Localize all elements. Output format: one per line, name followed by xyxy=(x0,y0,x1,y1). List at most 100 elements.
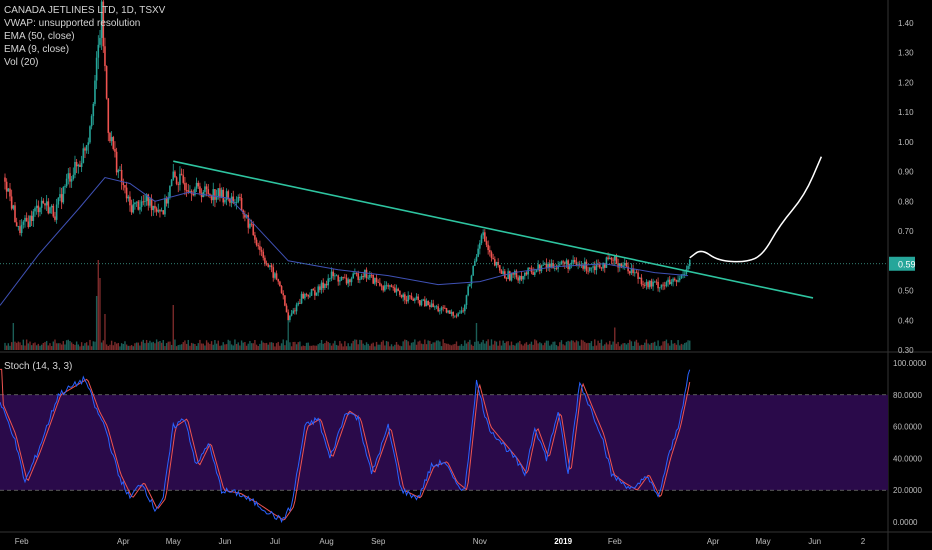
volume-bar xyxy=(180,344,183,350)
volume-bar xyxy=(299,341,301,350)
candle-body xyxy=(179,173,181,185)
volume-bar xyxy=(280,343,283,350)
volume-bar xyxy=(674,343,676,350)
candle-body xyxy=(382,286,384,291)
candle-body xyxy=(77,164,80,167)
volume-bar xyxy=(644,342,646,350)
volume-bar xyxy=(120,343,123,350)
candle-body xyxy=(607,257,609,260)
candle-body xyxy=(24,217,26,222)
volume-bar xyxy=(210,341,213,350)
volume-bar xyxy=(272,342,274,350)
time-tick-label: Feb xyxy=(608,537,622,546)
candle-body xyxy=(545,263,548,269)
legend-vol: Vol (20) xyxy=(4,57,39,68)
candle-body xyxy=(177,183,180,185)
volume-bar xyxy=(137,342,139,350)
volume-bar xyxy=(599,343,601,350)
candle-body xyxy=(605,257,608,268)
candle-body xyxy=(672,278,674,282)
candle-body xyxy=(272,267,275,278)
volume-bar xyxy=(375,341,378,350)
volume-bar xyxy=(307,342,309,350)
volume-bar xyxy=(147,342,149,350)
candle-body xyxy=(295,304,298,312)
volume-bar xyxy=(270,342,273,350)
candle-body xyxy=(354,273,356,274)
volume-bar xyxy=(129,345,131,350)
candle-body xyxy=(365,269,368,278)
volume-bar xyxy=(344,341,346,350)
candle-body xyxy=(225,191,228,201)
volume-bar xyxy=(494,340,496,350)
stoch-tick-label: 40.0000 xyxy=(893,454,922,463)
volume-bar xyxy=(575,340,578,350)
overlays xyxy=(0,156,888,306)
volume-bar xyxy=(557,346,559,350)
candle-body xyxy=(678,278,681,281)
volume-bar xyxy=(667,343,669,350)
candle-body xyxy=(144,201,146,202)
volume-bar xyxy=(24,345,26,350)
time-tick-label: Apr xyxy=(117,537,130,546)
volume-bar xyxy=(397,344,399,350)
volume-bar xyxy=(127,345,129,350)
candle-body xyxy=(337,275,340,282)
volume-bar xyxy=(380,341,383,350)
volume-bar xyxy=(102,340,104,350)
volume-bar xyxy=(262,342,264,350)
volume-bar xyxy=(457,345,459,350)
volume-bar xyxy=(440,346,443,350)
candle-body xyxy=(407,295,409,302)
candle-body xyxy=(319,286,321,290)
candle-body xyxy=(510,273,513,281)
candle-body xyxy=(149,198,151,206)
candle-body xyxy=(59,194,61,198)
volume-bar xyxy=(367,343,369,350)
volume-bar xyxy=(647,343,649,350)
volume-bar xyxy=(560,340,563,350)
candle-body xyxy=(322,282,325,289)
candle-body xyxy=(52,205,55,217)
volume-bar xyxy=(602,345,604,350)
volume-bar xyxy=(642,344,644,350)
volume-bar xyxy=(584,341,586,350)
volume-bar xyxy=(240,340,243,350)
volume-bar xyxy=(640,344,643,350)
candle-body xyxy=(122,182,125,186)
volume-bar xyxy=(517,342,519,350)
candle-body xyxy=(199,186,201,194)
time-tick-label: Nov xyxy=(473,537,487,546)
candle-body xyxy=(139,206,141,210)
volume-bar xyxy=(70,342,73,350)
candle-body xyxy=(277,279,280,282)
volume-bar xyxy=(520,344,523,350)
legend-vwap: VWAP: unsupported resolution xyxy=(4,18,141,29)
candle-body xyxy=(640,277,643,285)
price-tick-label: 1.10 xyxy=(898,108,914,117)
volume-bar xyxy=(665,339,668,350)
price-tick-label: 0.30 xyxy=(898,346,914,355)
candle-body xyxy=(170,179,173,187)
volume-bar xyxy=(284,345,286,350)
candle-body xyxy=(279,281,281,287)
candle-body xyxy=(7,188,10,192)
candle-body xyxy=(622,265,624,268)
volume-bar xyxy=(522,345,524,350)
candle-body xyxy=(25,217,28,222)
candle-body xyxy=(467,286,469,296)
volume-bar xyxy=(170,344,173,350)
candle-body xyxy=(247,215,250,228)
volume-bar xyxy=(685,342,688,350)
volume-bar xyxy=(595,345,598,350)
candle-body xyxy=(547,263,549,269)
volume-bar xyxy=(282,339,284,350)
volume-bar xyxy=(454,343,456,350)
candle-body xyxy=(632,268,634,273)
volume-bar xyxy=(435,340,438,350)
candle-body xyxy=(625,263,628,267)
volume-bar xyxy=(164,346,166,350)
candle-body xyxy=(665,282,668,286)
candle-body xyxy=(10,196,13,209)
